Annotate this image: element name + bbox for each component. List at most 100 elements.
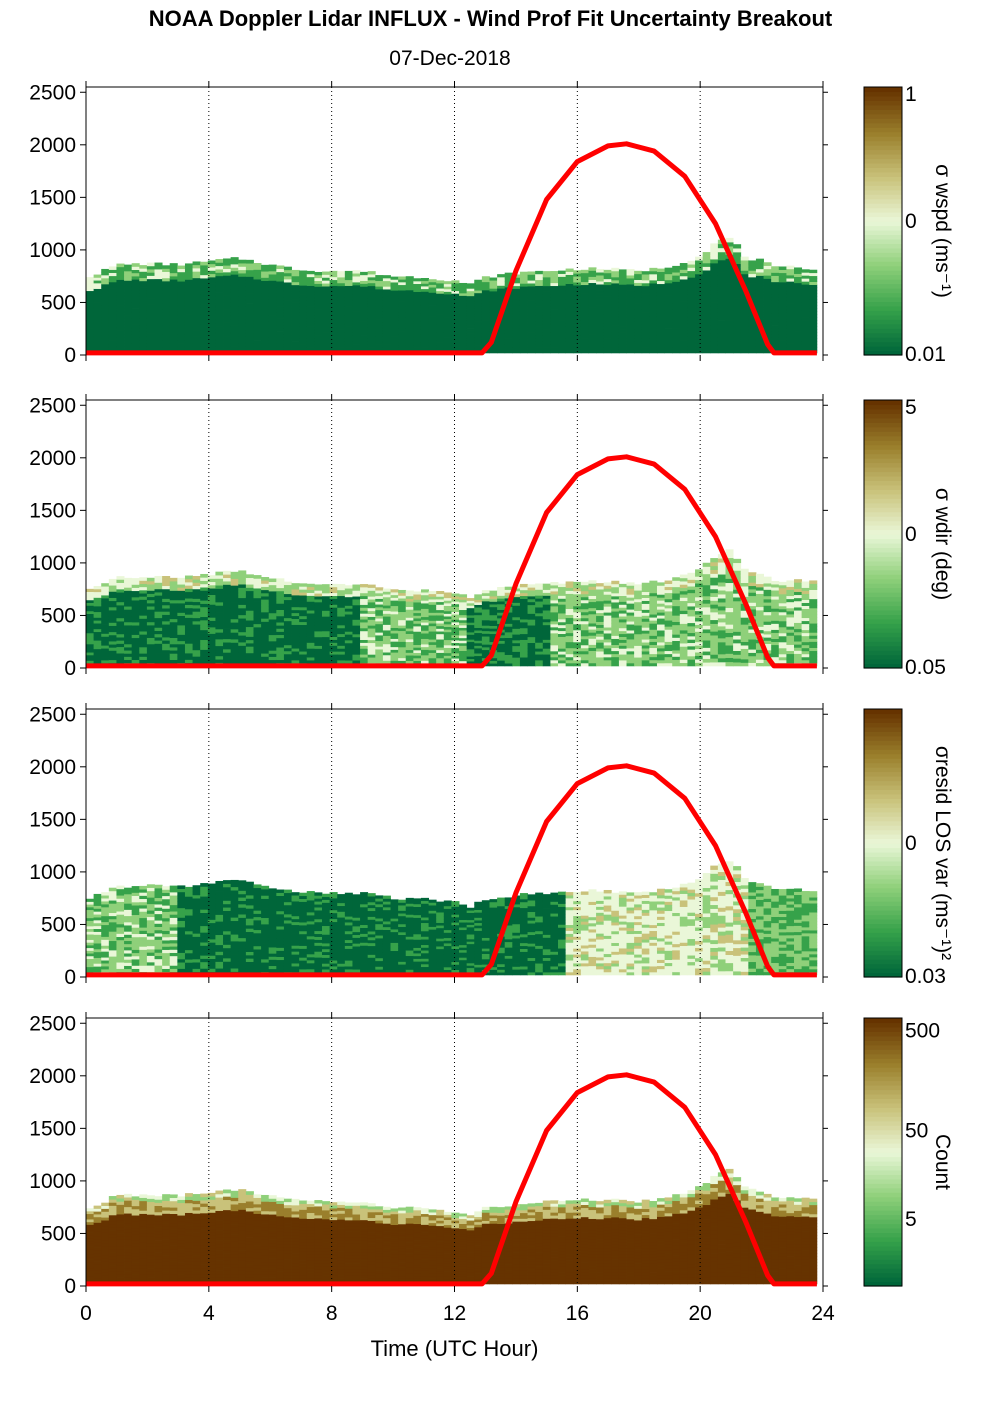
heatmap-cell: [611, 614, 620, 618]
heatmap-cell: [573, 273, 582, 277]
heatmap-cell: [139, 321, 148, 326]
heatmap-cell: [565, 659, 574, 664]
heatmap-cell: [86, 344, 95, 348]
heatmap-cell: [573, 344, 582, 348]
heatmap-cell: [565, 581, 574, 585]
heatmap-cell: [261, 318, 270, 322]
heatmap-cell: [314, 292, 323, 296]
heatmap-cell: [801, 311, 810, 315]
heatmap-cell: [588, 595, 597, 600]
heatmap-cell: [603, 642, 612, 646]
heatmap-cell: [299, 624, 308, 628]
heatmap-cell: [390, 600, 399, 604]
heatmap-cell: [200, 590, 209, 595]
heatmap-cell: [618, 296, 627, 300]
heatmap-cell: [443, 605, 452, 609]
heatmap-cell: [177, 284, 186, 288]
heatmap-cell: [443, 652, 452, 656]
heatmap-cell: [672, 324, 681, 329]
heatmap-cell: [86, 306, 95, 310]
heatmap-cell: [101, 642, 110, 646]
heatmap-cell: [352, 636, 361, 641]
heatmap-cell: [169, 596, 178, 601]
heatmap-cell: [124, 286, 133, 291]
heatmap-cell: [558, 621, 567, 626]
heatmap-cell: [778, 281, 787, 286]
heatmap-cell: [223, 614, 232, 619]
heatmap-cell: [481, 325, 490, 329]
heatmap-cell: [184, 659, 193, 664]
heatmap-cell: [588, 307, 597, 311]
heatmap-cell: [154, 633, 163, 638]
heatmap-cell: [634, 297, 643, 301]
heatmap-cell: [382, 300, 391, 304]
heatmap-cell: [291, 618, 300, 622]
heatmap-cell: [93, 657, 102, 661]
heatmap-cell: [306, 308, 315, 313]
heatmap-cell: [283, 291, 292, 295]
heatmap-cell: [344, 585, 353, 589]
heatmap-cell: [512, 614, 521, 618]
heatmap-cell: [641, 639, 650, 643]
heatmap-cell: [177, 634, 186, 638]
heatmap-cell: [108, 600, 117, 605]
heatmap-cell: [93, 280, 102, 284]
heatmap-cell: [238, 648, 247, 653]
heatmap-cell: [420, 307, 429, 311]
heatmap-cell: [314, 645, 323, 649]
heatmap-cell: [261, 592, 270, 597]
heatmap-cell: [177, 628, 186, 632]
heatmap-cell: [352, 344, 361, 348]
heatmap-cell: [268, 277, 277, 281]
heatmap-cell: [390, 657, 399, 661]
heatmap-cell: [322, 309, 331, 313]
heatmap-cell: [512, 599, 521, 603]
heatmap-cell: [93, 327, 102, 331]
heatmap-cell: [146, 653, 155, 657]
heatmap-cell: [634, 323, 643, 327]
heatmap-cell: [656, 588, 665, 592]
heatmap-cell: [542, 309, 551, 313]
heatmap-cell: [322, 645, 331, 649]
heatmap-cell: [329, 314, 338, 319]
heatmap-cell: [512, 341, 521, 345]
heatmap-cell: [733, 286, 742, 292]
heatmap-cell: [283, 272, 292, 277]
heatmap-cell: [162, 309, 171, 313]
heatmap-cell: [398, 606, 407, 610]
heatmap-cell: [466, 347, 475, 351]
heatmap-cell: [329, 300, 338, 304]
heatmap-cell: [672, 275, 681, 279]
heatmap-cell: [367, 326, 376, 330]
heatmap-cell: [443, 301, 452, 305]
heatmap-cell: [291, 594, 300, 599]
heatmap-cell: [245, 597, 254, 601]
heatmap-cell: [466, 615, 475, 618]
heatmap-cell: [322, 651, 331, 655]
heatmap-cell: [436, 311, 445, 315]
heatmap-cell: [86, 304, 95, 308]
heatmap-cell: [459, 647, 468, 651]
heatmap-cell: [717, 280, 726, 285]
heatmap-cell: [101, 313, 110, 318]
heatmap-cell: [672, 293, 681, 298]
heatmap-cell: [329, 276, 338, 281]
heatmap-cell: [124, 274, 133, 278]
heatmap-cell: [748, 323, 757, 327]
heatmap-cell: [641, 297, 650, 301]
heatmap-cell: [253, 581, 262, 586]
heatmap-cell: [786, 296, 795, 301]
heatmap-cell: [154, 624, 163, 628]
heatmap-cell: [626, 275, 635, 279]
heatmap-cell: [200, 336, 209, 341]
heatmap-cell: [626, 331, 635, 336]
heatmap-cell: [794, 270, 803, 274]
heatmap-cell: [283, 608, 292, 613]
heatmap-cell: [184, 611, 193, 615]
heatmap-cell: [116, 330, 125, 335]
heatmap-cell: [535, 326, 544, 330]
heatmap-cell: [154, 265, 163, 270]
heatmap-cell: [512, 642, 521, 647]
heatmap-cell: [337, 583, 346, 588]
heatmap-cell: [405, 276, 414, 280]
